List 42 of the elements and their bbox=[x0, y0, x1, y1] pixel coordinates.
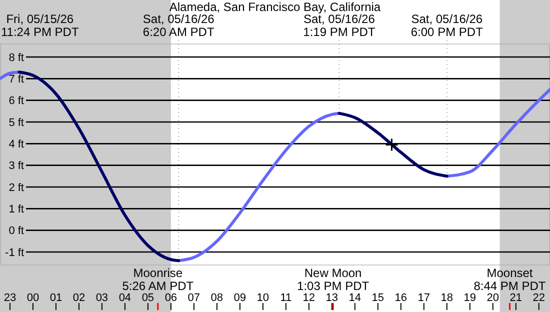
y-tick-label: 7 ft bbox=[8, 74, 24, 86]
annotation: Sat, 05/16/26 6:20 AM PDT bbox=[142, 12, 215, 39]
x-tick-label: 20 bbox=[486, 292, 500, 304]
x-tick-label: 19 bbox=[464, 292, 476, 304]
x-tick-label: 10 bbox=[256, 292, 270, 304]
y-tick-label: 6 ft bbox=[8, 95, 24, 108]
y-tick-label: -1 ft bbox=[5, 246, 24, 259]
x-tick-label: 11 bbox=[280, 292, 292, 304]
y-tick-label: 8 ft bbox=[8, 52, 24, 64]
x-tick-label: 13 bbox=[326, 292, 338, 304]
y-tick-label: 4 ft bbox=[8, 138, 24, 151]
ref-line-label: Moonrise 5:26 AM PDT bbox=[122, 266, 194, 293]
ref-line-label: Moonset 8:44 PM PDT bbox=[474, 266, 546, 293]
x-tick-label: 23 bbox=[4, 292, 16, 304]
y-tick-label: 5 ft bbox=[8, 116, 24, 129]
x-tick-label: 02 bbox=[72, 292, 86, 304]
y-tick-label: 2 ft bbox=[8, 182, 24, 194]
x-tick-label: 12 bbox=[302, 292, 316, 304]
y-tick-label: 3 ft bbox=[8, 160, 24, 172]
y-tick-label: 0 ft bbox=[8, 225, 24, 238]
x-tick-label: 08 bbox=[210, 292, 224, 304]
x-tick-label: 04 bbox=[118, 292, 132, 304]
annotation: Sat, 05/16/26 6:00 PM PDT bbox=[410, 12, 484, 39]
annotation: Fri, 05/15/26 11:24 PM PDT bbox=[1, 12, 80, 39]
x-tick-label: 09 bbox=[234, 292, 246, 304]
ref-line-label: New Moon 1:03 PM PDT bbox=[297, 266, 370, 293]
x-tick-label: 18 bbox=[440, 292, 454, 304]
annotation: Sat, 05/16/26 1:19 PM PDT bbox=[303, 12, 376, 39]
x-tick-label: 22 bbox=[532, 292, 546, 304]
x-tick-label: 14 bbox=[348, 292, 362, 304]
x-tick-label: 07 bbox=[188, 292, 200, 304]
x-tick-label: 03 bbox=[96, 292, 108, 304]
y-tick-label: 1 ft bbox=[8, 204, 24, 216]
x-tick-label: 06 bbox=[164, 292, 178, 304]
chart-title: Alameda, San Francisco Bay, California bbox=[169, 0, 381, 14]
x-tick-label: 17 bbox=[418, 292, 430, 304]
x-tick-label: 16 bbox=[394, 292, 408, 304]
x-tick-label: 01 bbox=[50, 292, 62, 304]
x-tick-label: 05 bbox=[142, 292, 154, 304]
x-tick-label: 15 bbox=[372, 292, 384, 304]
x-tick-label: 00 bbox=[26, 292, 40, 304]
x-tick-label: 21 bbox=[510, 292, 522, 304]
